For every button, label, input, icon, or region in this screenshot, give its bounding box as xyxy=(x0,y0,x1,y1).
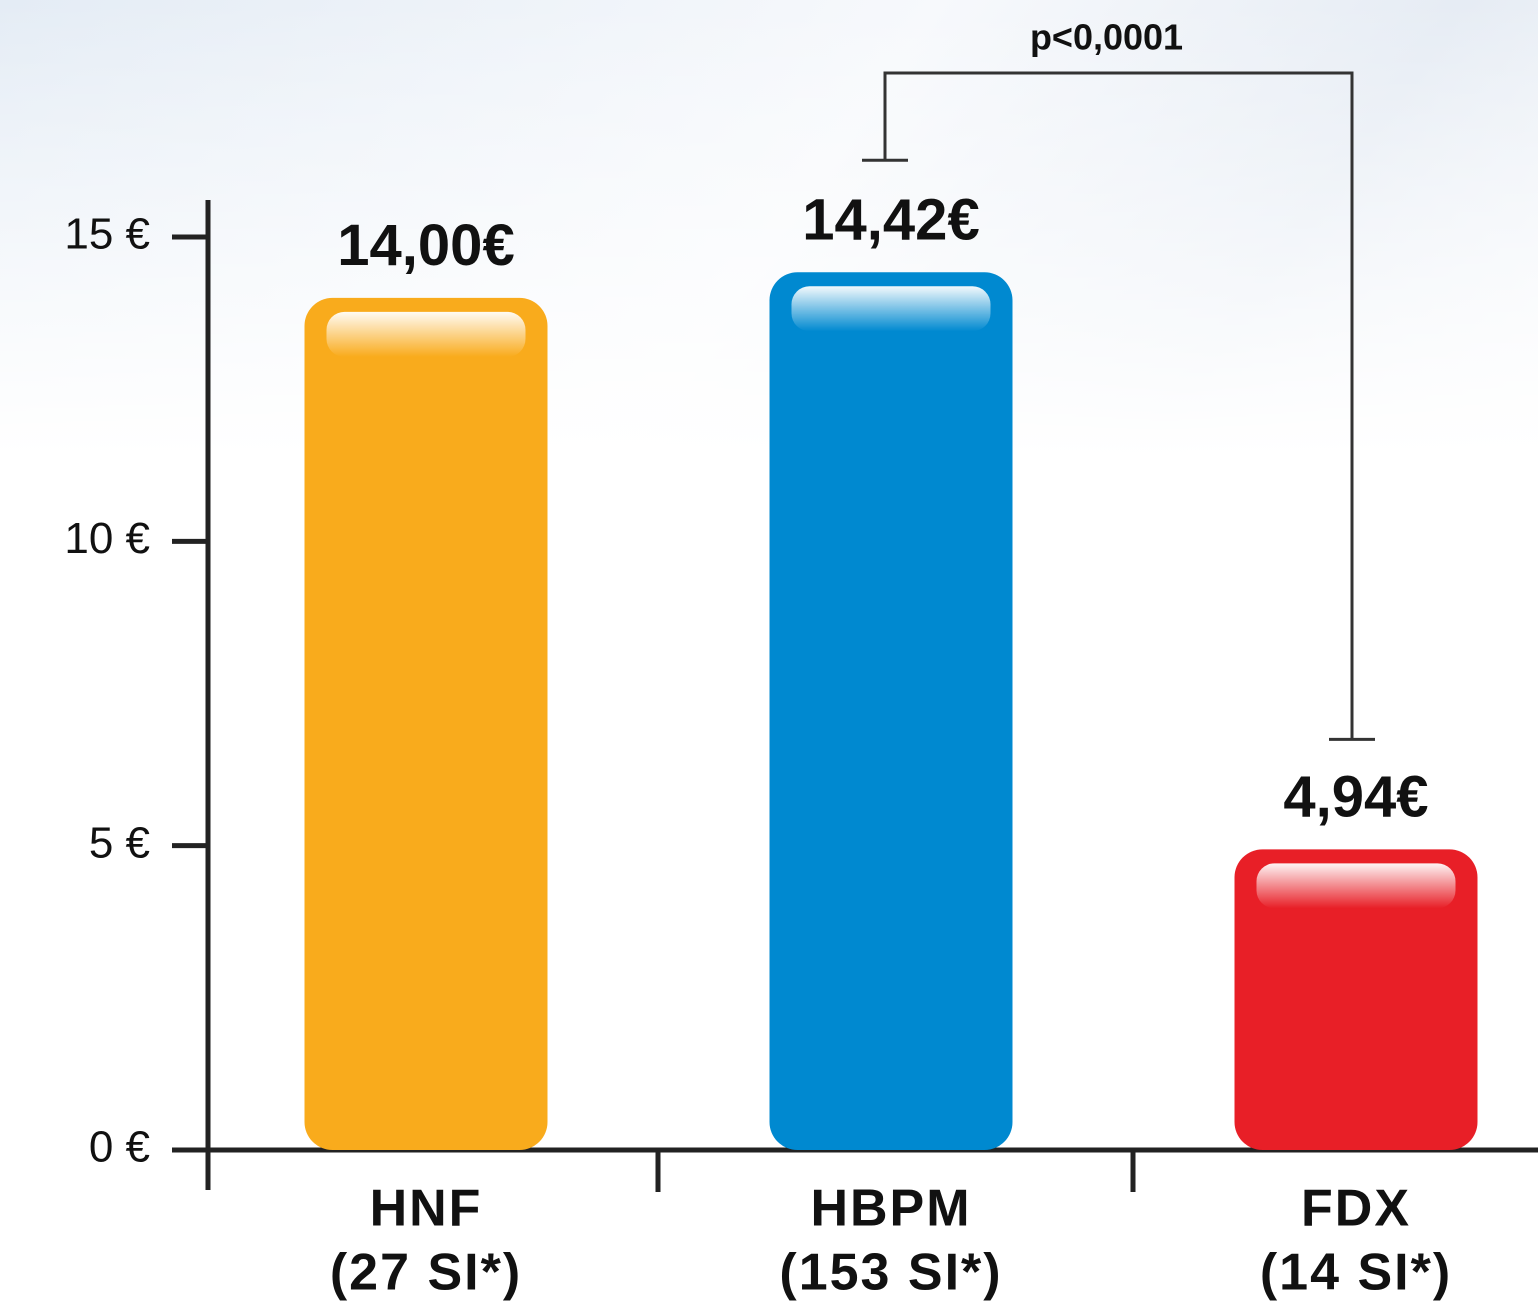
bar xyxy=(1234,849,1478,1150)
bar xyxy=(304,297,548,1150)
x-tick-label: (14 SI*) xyxy=(1260,1244,1452,1302)
y-tick-label: 5 € xyxy=(89,818,150,867)
value-label: 4,94€ xyxy=(1283,765,1428,830)
x-tick-label: FDX xyxy=(1301,1180,1411,1238)
x-tick-label: (153 SI*) xyxy=(779,1244,1002,1302)
y-tick-label: 15 € xyxy=(64,210,150,259)
value-label: 14,00€ xyxy=(337,213,514,278)
bar-gloss xyxy=(1256,863,1456,909)
x-tick-label: HBPM xyxy=(810,1180,971,1238)
significance-bracket xyxy=(862,71,1375,741)
bar-gloss xyxy=(791,286,991,332)
y-tick-label: 10 € xyxy=(64,514,150,563)
x-tick-label: HNF xyxy=(370,1180,483,1238)
value-label: 14,42€ xyxy=(802,188,979,253)
y-tick-label: 0 € xyxy=(89,1123,150,1172)
annotation: p<0,0001 xyxy=(1030,17,1183,58)
x-tick-label: (27 SI*) xyxy=(330,1244,522,1302)
bar xyxy=(769,272,1013,1150)
bar-gloss xyxy=(326,311,526,357)
